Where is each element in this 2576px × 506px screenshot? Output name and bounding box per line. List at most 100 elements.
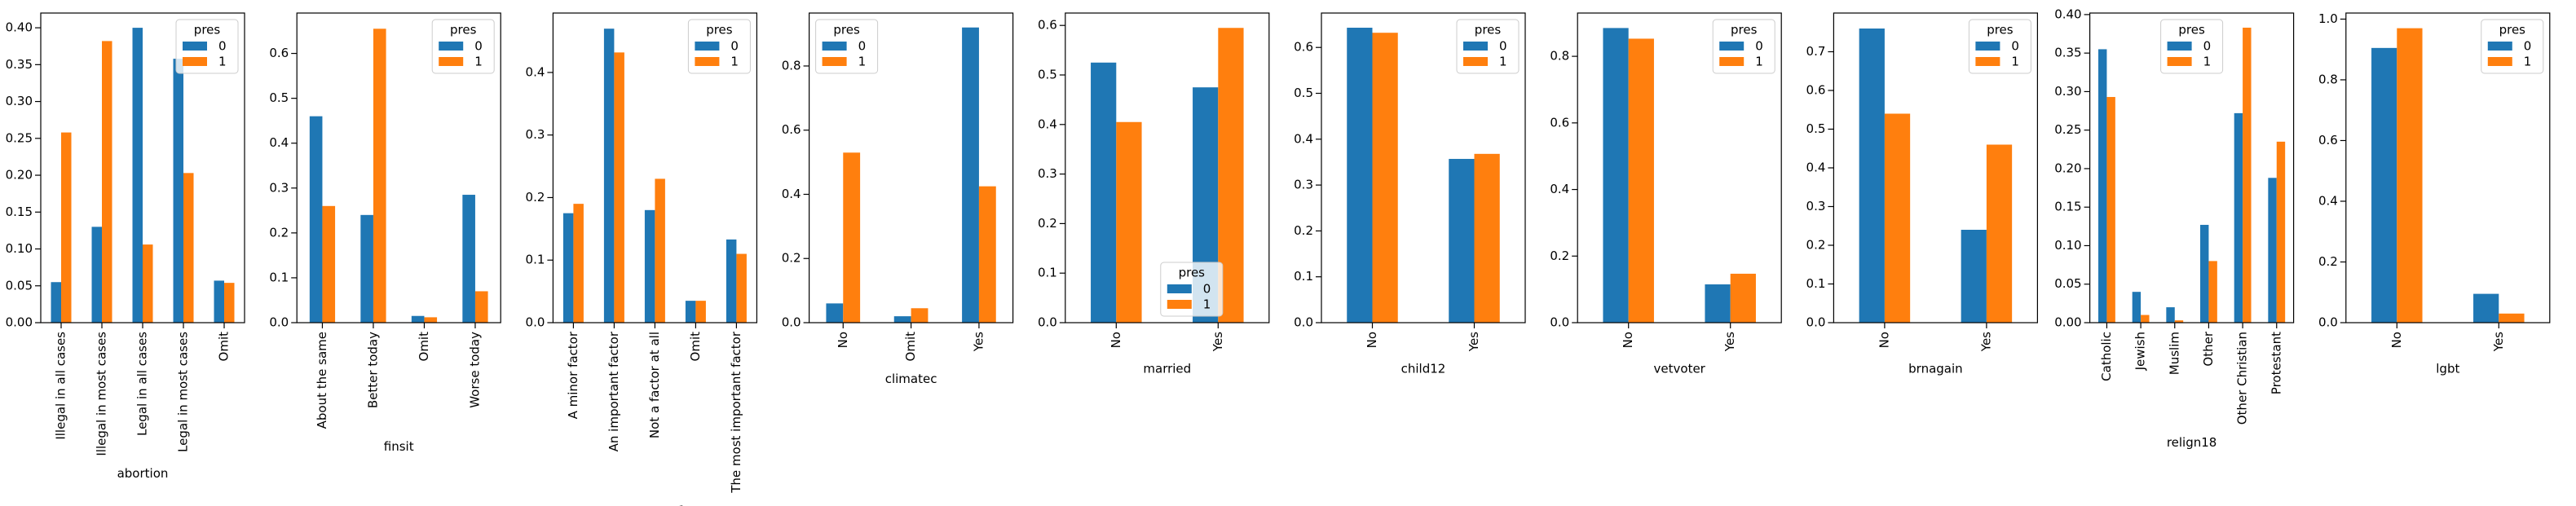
legend: pres 01 xyxy=(1968,19,2031,74)
bar xyxy=(2106,97,2115,323)
bar xyxy=(474,291,488,323)
x-tick-label: Omit xyxy=(903,332,918,362)
legend-swatch xyxy=(1719,42,1745,51)
legend-label: 0 xyxy=(730,39,739,54)
x-tick-label: Illegal in all cases xyxy=(54,332,68,440)
legend-swatch xyxy=(1167,284,1192,293)
y-tick-label: 0.15 xyxy=(6,205,33,219)
bar xyxy=(2371,47,2397,323)
x-tick-label: Catholic xyxy=(2099,332,2114,381)
legend-label: 1 xyxy=(2011,55,2019,69)
y-tick-label: 0.30 xyxy=(6,94,33,108)
bar xyxy=(843,152,861,323)
y-tick-label: 0.5 xyxy=(1806,121,1826,136)
y-tick-label: 0.1 xyxy=(1294,269,1313,284)
bar xyxy=(1961,230,1987,323)
bar xyxy=(51,282,61,323)
bar xyxy=(2174,320,2184,323)
legend-label: 1 xyxy=(218,55,227,69)
y-tick-label: 0.15 xyxy=(2054,200,2081,214)
x-tick-label: Legal in all cases xyxy=(135,332,150,436)
x-tick-label: Omit xyxy=(217,332,232,362)
legend-label: 0 xyxy=(474,39,483,54)
bar xyxy=(726,239,737,323)
legend-swatch xyxy=(2167,42,2192,51)
y-tick-label: 0.0 xyxy=(2318,315,2338,330)
legend: pres 01 xyxy=(815,19,879,74)
x-tick-label: Omit xyxy=(417,332,431,362)
bar xyxy=(322,205,336,323)
bar xyxy=(893,316,911,323)
bar xyxy=(214,280,224,323)
y-tick-label: 0.3 xyxy=(1294,178,1313,192)
x-tick-label: No xyxy=(1877,332,1891,348)
x-axis-label: vetvoter xyxy=(1654,362,1706,376)
y-tick-label: 0.4 xyxy=(2318,193,2338,208)
y-tick-label: 0.6 xyxy=(269,46,289,60)
bar xyxy=(603,29,615,323)
legend-label: 1 xyxy=(1203,297,1211,312)
y-tick-label: 0.3 xyxy=(1038,166,1057,181)
x-tick-label: Yes xyxy=(971,332,986,352)
legend-label: 1 xyxy=(2524,55,2532,69)
axes-frame xyxy=(1833,12,2038,323)
bar xyxy=(1628,38,1654,323)
bar xyxy=(644,209,655,323)
y-tick-label: 0.8 xyxy=(1550,49,1569,64)
legend-label: 0 xyxy=(2203,39,2212,54)
y-tick-label: 0.0 xyxy=(1038,315,1057,330)
bar xyxy=(143,244,153,323)
y-tick-label: 0.6 xyxy=(2318,133,2338,147)
y-tick-label: 0.0 xyxy=(1294,315,1313,330)
legend-label: 1 xyxy=(474,55,483,69)
bar xyxy=(685,301,696,323)
bar xyxy=(2276,141,2286,323)
x-tick-label: No xyxy=(1109,332,1123,348)
y-tick-label: 0.2 xyxy=(1806,238,1826,253)
x-axis-label: abortion xyxy=(117,466,169,481)
bar xyxy=(2200,224,2209,323)
y-tick-label: 1.0 xyxy=(2318,11,2338,26)
bar xyxy=(1859,29,1885,323)
y-tick-label: 0.1 xyxy=(269,270,289,284)
y-tick-label: 0.4 xyxy=(782,187,801,201)
subplot: 0.00 0.05 0.10 0.15 0.20 0.25 0.30 0.35 0.40 Ille… xyxy=(6,12,245,481)
x-tick-label: A minor factor xyxy=(566,331,580,419)
x-tick-label: Illegal in most cases xyxy=(95,332,109,456)
bar xyxy=(61,132,72,323)
bar xyxy=(224,283,235,323)
bar xyxy=(1603,28,1629,323)
legend-label: 1 xyxy=(2203,55,2212,69)
bar xyxy=(2132,292,2142,323)
legend-swatch xyxy=(1167,300,1192,309)
y-tick-label: 0.20 xyxy=(2054,161,2081,175)
legend: pres 01 xyxy=(431,19,495,74)
x-tick-label: Other xyxy=(2201,331,2216,366)
y-tick-label: 0.00 xyxy=(2054,315,2081,330)
y-tick-label: 0.0 xyxy=(1806,315,1826,330)
x-tick-label: About the same xyxy=(315,332,329,429)
bar xyxy=(2268,178,2277,323)
bar xyxy=(1474,153,1500,323)
bar xyxy=(2141,315,2150,323)
axes-frame xyxy=(2345,12,2551,323)
y-tick-label: 0.6 xyxy=(1550,115,1569,130)
bar xyxy=(1884,113,1911,323)
x-tick-label: Legal in most cases xyxy=(176,332,191,452)
y-tick-label: 0.40 xyxy=(6,20,33,35)
x-tick-label: The most important factor xyxy=(729,331,743,494)
legend-swatch xyxy=(183,57,207,66)
x-axis-label: lgbt xyxy=(2436,362,2459,376)
legend-swatch xyxy=(822,42,847,51)
y-tick-label: 0.1 xyxy=(1806,276,1826,291)
legend-swatch xyxy=(183,42,207,51)
y-tick-label: 0.2 xyxy=(782,251,801,266)
bar xyxy=(183,173,194,323)
x-tick-label: Protestant xyxy=(2269,332,2283,394)
y-tick-label: 0.8 xyxy=(2318,72,2338,86)
bar xyxy=(462,195,475,323)
bar xyxy=(2473,293,2499,323)
legend: pres 01 xyxy=(175,19,239,74)
legend-swatch xyxy=(822,57,847,66)
